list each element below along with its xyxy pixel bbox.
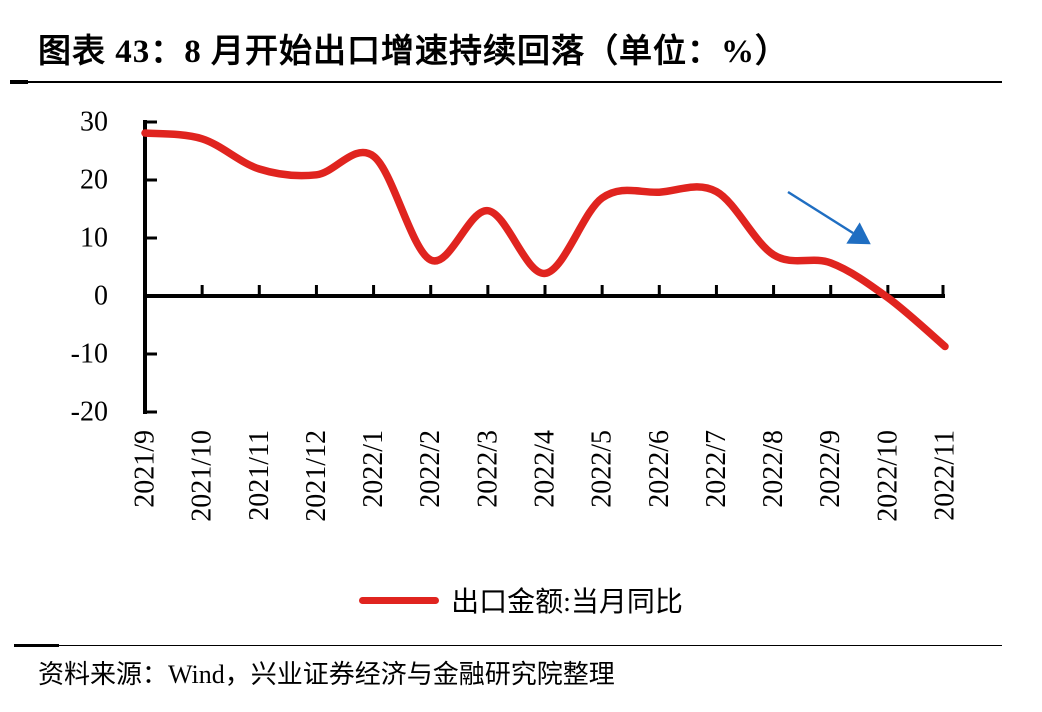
y-tick-label: 0 xyxy=(94,281,108,312)
y-tick-label: -20 xyxy=(71,397,108,428)
y-axis-labels: 30 20 10 0 -10 -20 xyxy=(71,107,108,428)
axes xyxy=(143,120,945,414)
x-tick-label: 2022/1 xyxy=(358,430,389,508)
chart-title: 图表 43：8 月开始出口增速持续回落（单位：%） xyxy=(38,34,789,70)
x-tick-label: 2022/3 xyxy=(472,430,503,508)
arrow-head xyxy=(846,222,871,245)
x-tick-label: 2022/5 xyxy=(587,430,618,508)
x-tick-label: 2021/9 xyxy=(130,430,161,508)
x-tick-label: 2022/2 xyxy=(415,430,446,508)
legend-line-swatch xyxy=(359,596,440,604)
x-tick-label: 2022/7 xyxy=(701,430,732,508)
x-tick-label: 2022/8 xyxy=(758,430,789,508)
trend-arrow xyxy=(787,190,871,245)
x-tick-label: 2022/6 xyxy=(644,430,675,508)
title-underline xyxy=(10,80,1002,84)
y-tick-label: 20 xyxy=(80,165,108,196)
legend: 出口金额:当月同比 xyxy=(0,580,1042,620)
x-tick-label: 2022/11 xyxy=(930,430,961,521)
source-note: 资料来源：Wind，兴业证券经济与金融研究院整理 xyxy=(38,660,615,689)
x-tick-label: 2022/10 xyxy=(872,430,903,522)
y-tick-label: 10 xyxy=(80,223,108,254)
x-tick-label: 2021/11 xyxy=(244,430,275,521)
x-tick-label: 2022/9 xyxy=(815,430,846,508)
x-tick-label: 2021/10 xyxy=(187,430,218,522)
series-line xyxy=(141,129,949,351)
legend-label: 出口金额:当月同比 xyxy=(451,587,683,618)
x-tick-label: 2021/12 xyxy=(301,430,332,522)
source-divider xyxy=(14,643,1002,647)
x-tick-label: 2022/4 xyxy=(530,430,561,508)
y-tick-label: -10 xyxy=(71,339,108,370)
arrow-shaft xyxy=(787,190,854,235)
y-tick-label: 30 xyxy=(80,107,108,138)
x-axis-labels: 2021/9 2021/10 2021/11 2021/12 2022/1 2022/2 2… xyxy=(130,430,961,522)
